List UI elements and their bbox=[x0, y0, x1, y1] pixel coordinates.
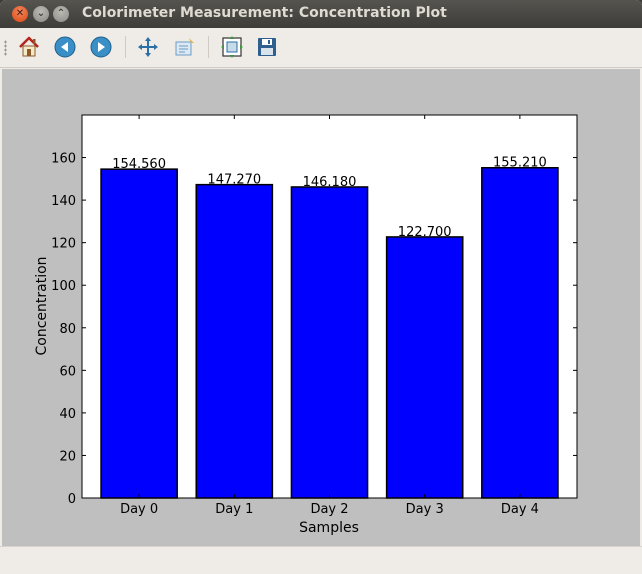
x-tick-label: Day 2 bbox=[310, 502, 348, 517]
bar bbox=[100, 168, 178, 499]
y-tick-label: 100 bbox=[51, 279, 76, 294]
bar-value-label: 122.700 bbox=[398, 225, 452, 240]
arrow-left-icon bbox=[54, 36, 76, 58]
close-icon: ✕ bbox=[15, 8, 25, 19]
floppy-disk-icon bbox=[258, 38, 276, 56]
toolbar-grip[interactable] bbox=[4, 40, 7, 56]
bar bbox=[481, 166, 559, 499]
window-minimize-button[interactable]: ⌄ bbox=[33, 6, 49, 22]
forward-button[interactable] bbox=[88, 34, 114, 60]
configure-subplots-icon bbox=[221, 36, 243, 58]
arrow-right-icon bbox=[90, 36, 112, 58]
navigation-toolbar bbox=[0, 28, 642, 68]
y-tick-label: 0 bbox=[68, 492, 76, 507]
status-bar bbox=[0, 546, 642, 574]
y-tick-label: 60 bbox=[59, 364, 76, 379]
maximize-icon: ⌃ bbox=[56, 8, 66, 19]
bar-value-label: 155.210 bbox=[493, 156, 547, 171]
bar-value-label: 147.270 bbox=[207, 173, 261, 188]
save-button[interactable] bbox=[254, 34, 280, 60]
bar-value-label: 154.560 bbox=[112, 157, 166, 172]
minimize-icon: ⌄ bbox=[36, 8, 46, 19]
move-icon bbox=[138, 37, 158, 57]
toolbar-separator bbox=[125, 36, 126, 58]
toolbar-separator bbox=[208, 36, 209, 58]
back-button[interactable] bbox=[52, 34, 78, 60]
x-tick-label: Day 0 bbox=[120, 502, 158, 517]
y-tick-label: 20 bbox=[59, 449, 76, 464]
zoom-button[interactable] bbox=[172, 34, 198, 60]
y-tick-label: 160 bbox=[51, 152, 76, 167]
y-tick-label: 140 bbox=[51, 194, 76, 209]
x-tick-label: Day 3 bbox=[406, 502, 444, 517]
x-tick-label: Day 4 bbox=[501, 502, 539, 517]
window-close-button[interactable]: ✕ bbox=[12, 6, 28, 22]
bar bbox=[385, 236, 464, 499]
bar bbox=[290, 186, 369, 499]
bar bbox=[195, 183, 274, 499]
bar-chart: 0 20 40 60 80 100 120 140 160 Day 0 Day 1 Day 2 Day… bbox=[34, 114, 578, 536]
figure-canvas[interactable]: 0 20 40 60 80 100 120 140 160 Day 0 Day 1 Day 2 Day… bbox=[2, 69, 640, 546]
y-tick-label: 120 bbox=[51, 237, 76, 252]
home-button[interactable] bbox=[16, 34, 42, 60]
y-tick-label: 40 bbox=[59, 407, 76, 422]
y-tick-label: 80 bbox=[59, 322, 76, 337]
title-bar[interactable]: ✕ ⌄ ⌃ Colorimeter Measurement: Concentra… bbox=[0, 0, 642, 28]
zoom-rect-icon bbox=[175, 38, 194, 56]
window-title: Colorimeter Measurement: Concentration P… bbox=[82, 5, 447, 21]
home-icon bbox=[19, 36, 39, 57]
x-axis-label: Samples bbox=[299, 520, 359, 536]
y-axis-label: Concentration bbox=[34, 256, 50, 355]
bar-value-label: 146.180 bbox=[303, 175, 357, 190]
window-maximize-button[interactable]: ⌃ bbox=[53, 6, 69, 22]
subplots-button[interactable] bbox=[219, 34, 245, 60]
pan-button[interactable] bbox=[135, 34, 161, 60]
x-tick-label: Day 1 bbox=[215, 502, 253, 517]
